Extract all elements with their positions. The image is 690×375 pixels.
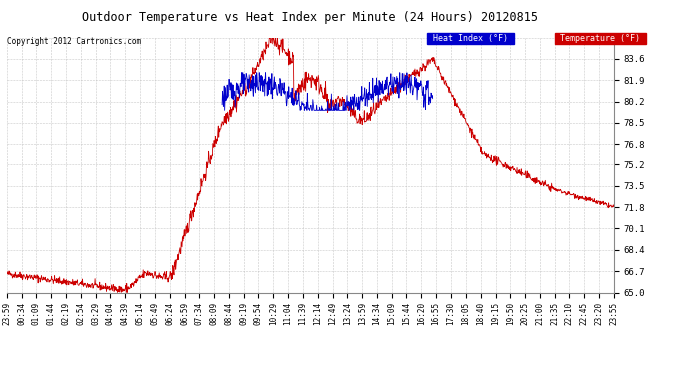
Text: Outdoor Temperature vs Heat Index per Minute (24 Hours) 20120815: Outdoor Temperature vs Heat Index per Mi… (83, 11, 538, 24)
Text: Copyright 2012 Cartronics.com: Copyright 2012 Cartronics.com (7, 38, 141, 46)
Text: Heat Index (°F): Heat Index (°F) (428, 34, 513, 43)
Text: Temperature (°F): Temperature (°F) (555, 34, 645, 43)
